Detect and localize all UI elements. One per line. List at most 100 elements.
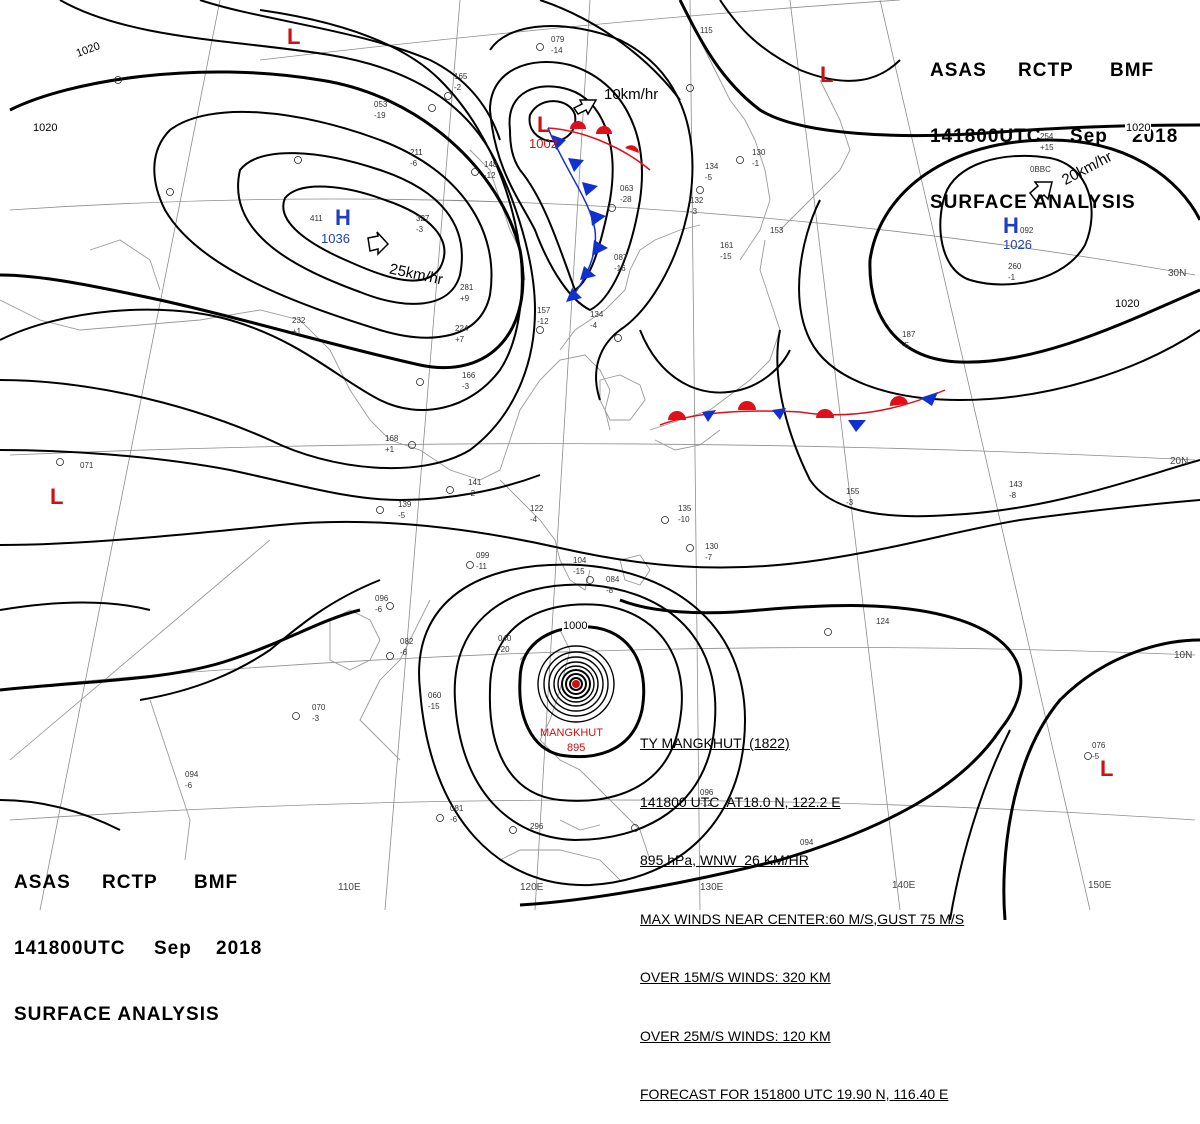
station-reading: -28: [620, 195, 632, 204]
station-mark: [696, 186, 704, 194]
station-reading: 092: [1020, 226, 1034, 235]
station-reading: 082: [400, 637, 414, 646]
fronts: [547, 121, 946, 432]
lat-label-10n: 10N: [1174, 650, 1193, 661]
station-reading: +1: [292, 327, 302, 336]
station-reading: -3: [846, 498, 854, 507]
station-mark: [631, 824, 639, 832]
station-reading: 0BBC: [1030, 165, 1051, 174]
typhoon-info-line: MAX WINDS NEAR CENTER:60 M/S,GUST 75 M/S: [640, 910, 965, 927]
isobar-label-1020: 1020: [1125, 122, 1152, 134]
station-mark: [614, 334, 622, 342]
station-reading: -3: [690, 207, 698, 216]
high-pressure-1026: H 1026: [1003, 213, 1032, 252]
station-reading: 166: [462, 371, 476, 380]
typhoon-center-symbol: [572, 680, 580, 688]
station-reading: 148: [484, 160, 498, 169]
station-reading: 104: [573, 556, 587, 565]
station-reading: 135: [678, 504, 692, 513]
station-reading: -15: [720, 252, 732, 261]
header-line3: SURFACE ANALYSIS: [930, 192, 1136, 213]
station-reading: +1: [385, 445, 395, 454]
station-reading: -1: [752, 159, 760, 168]
station-reading: -15: [428, 702, 440, 711]
station-mark: [114, 76, 122, 84]
station-reading: 130: [705, 542, 719, 551]
typhoon-info-line: FORECAST FOR 151800 UTC 19.90 N, 116.40 …: [640, 1086, 949, 1102]
station-mark: [736, 156, 744, 164]
typhoon-info-line: OVER 25M/S WINDS: 120 KM: [640, 1027, 831, 1044]
isobar-label-1020: 1020: [1114, 298, 1141, 310]
station-reading: -4: [530, 515, 538, 524]
station-mark: [686, 544, 694, 552]
low-pressure-marker: L: [287, 24, 301, 49]
header-line2: 141800UTC Sep 2018: [930, 126, 1179, 147]
lat-label-30n: 30N: [1168, 268, 1187, 279]
station-reading: 139: [398, 500, 412, 509]
station-reading: 115: [700, 26, 713, 35]
station-reading: -1: [1008, 273, 1016, 282]
low-pressure-marker: L: [50, 484, 64, 509]
station-reading: 070: [312, 703, 326, 712]
station-marks: [56, 43, 1092, 834]
station-reading: 084: [606, 575, 620, 584]
station-reading: -6: [410, 159, 418, 168]
station-reading: 141: [468, 478, 482, 487]
low-pressure-1002: L 1002: [529, 112, 558, 151]
station-mark: [428, 104, 436, 112]
station-reading: -5: [902, 341, 910, 350]
station-reading: -19: [374, 111, 386, 120]
header-line2: 141800UTC Sep 2018: [14, 938, 263, 959]
station-reading: -4: [590, 321, 598, 330]
coastlines: [0, 39, 851, 881]
station-reading: -5: [705, 173, 713, 182]
station-reading: -6: [375, 605, 383, 614]
station-reading: 224: [455, 324, 469, 333]
station-reading: +9: [460, 294, 470, 303]
station-reading: 327: [416, 214, 430, 223]
typhoon-info-line: OVER 15M/S WINDS: 320 KM: [640, 969, 831, 985]
lon-label-150e: 150E: [1088, 880, 1112, 891]
station-mark: [824, 628, 832, 636]
header-line1: ASAS RCTP BMF: [930, 60, 1155, 81]
station-mark: [446, 486, 454, 494]
station-reading: 096: [700, 788, 714, 797]
station-reading: 187: [902, 330, 916, 339]
motion-arrows: [367, 99, 1053, 256]
station-mark: [471, 168, 479, 176]
arrow-low-north: [572, 99, 598, 116]
station-mark: [436, 814, 444, 822]
station-reading: -10: [678, 515, 690, 524]
station-mark: [386, 602, 394, 610]
typhoon-pressure-label: 895: [567, 742, 586, 754]
header-line3: SURFACE ANALYSIS: [14, 1004, 220, 1025]
station-reading: 053: [374, 100, 388, 109]
weather-map: [0, 0, 1200, 920]
station-mark: [376, 506, 384, 514]
station-reading: 134: [590, 310, 604, 319]
station-reading: 122: [530, 504, 544, 513]
station-reading: -6: [185, 781, 193, 790]
station-reading: -5: [398, 511, 406, 520]
arrow-high-west: [367, 231, 390, 256]
motion-label-10kmhr: 10km/hr: [604, 86, 659, 103]
station-mark: [661, 516, 669, 524]
station-reading: -2: [468, 489, 476, 498]
station-reading: 411: [310, 214, 323, 223]
lon-label-110e: 110E: [338, 882, 361, 893]
station-reading: +15: [1040, 143, 1054, 152]
station-reading: -15: [573, 567, 585, 576]
station-mark: [408, 441, 416, 449]
station-reading: -12: [484, 171, 496, 180]
station-mark: [536, 326, 544, 334]
isobar-label-1020: 1020: [32, 122, 59, 134]
station-reading: 168: [385, 434, 399, 443]
station-mark: [56, 458, 64, 466]
typhoon-name-label: MANGKHUT: [540, 727, 603, 739]
station-reading: 281: [460, 283, 474, 292]
station-mark: [466, 561, 474, 569]
station-reading: 040: [498, 634, 512, 643]
station-reading: 165: [454, 72, 468, 81]
station-mark: [686, 84, 694, 92]
station-reading: -12: [537, 317, 549, 326]
